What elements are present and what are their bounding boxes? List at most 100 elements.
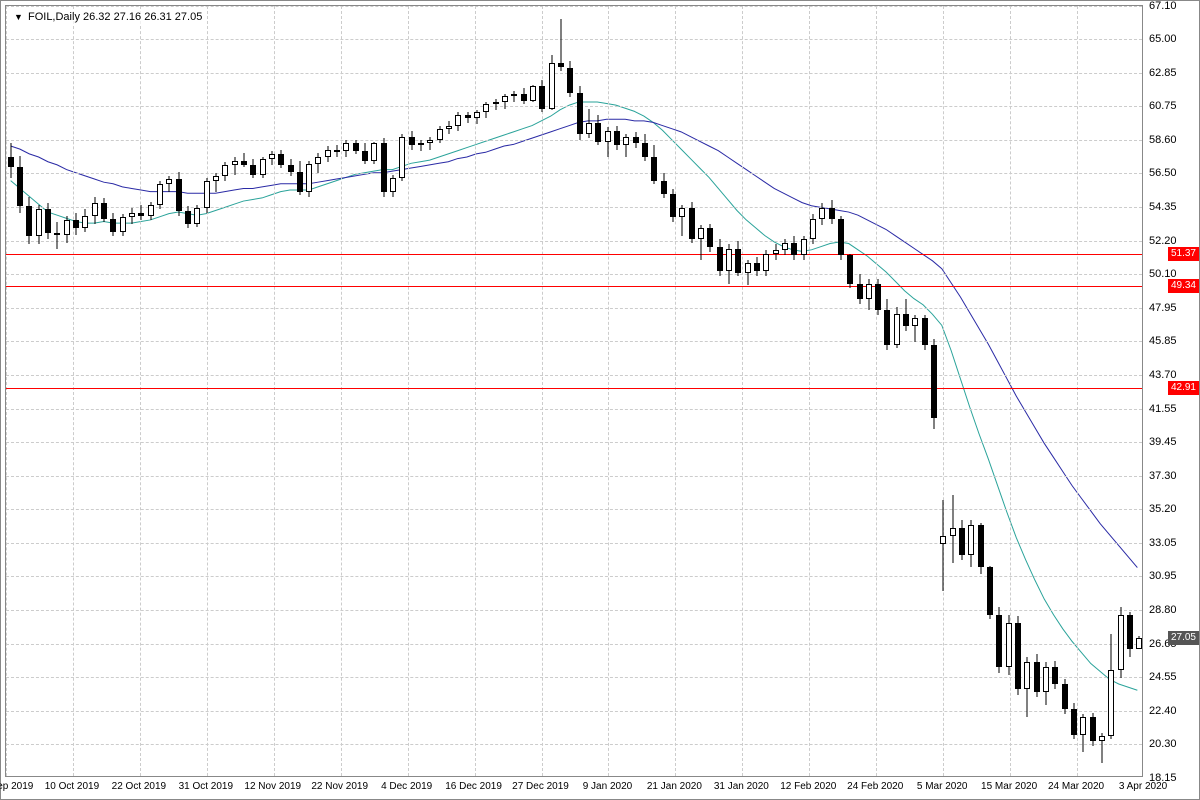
candle	[306, 6, 312, 777]
candle	[409, 6, 415, 777]
candle	[773, 6, 779, 777]
candle	[1090, 6, 1096, 777]
grid-line-v	[341, 6, 342, 776]
candle	[595, 6, 601, 777]
candle	[427, 6, 433, 777]
candle	[222, 6, 228, 777]
candle	[455, 6, 461, 777]
candle	[120, 6, 126, 777]
y-tick-label: 62.85	[1149, 67, 1177, 79]
candle	[651, 6, 657, 777]
candle	[36, 6, 42, 777]
x-tick-label: 31 Oct 2019	[179, 781, 233, 792]
candle	[689, 6, 695, 777]
candle	[325, 6, 331, 777]
candle	[474, 6, 480, 777]
x-tick-label: 27 Dec 2019	[512, 781, 569, 792]
y-tick-label: 43.70	[1149, 369, 1177, 381]
candle	[978, 6, 984, 777]
y-tick-label: 56.50	[1149, 167, 1177, 179]
y-tick-label: 20.30	[1149, 738, 1177, 750]
candle	[8, 6, 14, 777]
plot-area[interactable]: ▼ FOIL,Daily 26.32 27.16 26.31 27.05	[5, 5, 1143, 777]
x-tick-label: 22 Oct 2019	[112, 781, 166, 792]
candle	[987, 6, 993, 777]
candle	[138, 6, 144, 777]
candle	[17, 6, 23, 777]
y-tick-label: 30.95	[1149, 570, 1177, 582]
x-tick-label: 9 Jan 2020	[583, 781, 633, 792]
candle	[1034, 6, 1040, 777]
candle	[707, 6, 713, 777]
candle	[549, 6, 555, 777]
x-tick-label: 12 Feb 2020	[780, 781, 836, 792]
y-tick-label: 67.10	[1149, 0, 1177, 12]
candle	[418, 6, 424, 777]
candle	[1071, 6, 1077, 777]
symbol-label: FOIL,Daily	[28, 11, 80, 23]
candle	[26, 6, 32, 777]
x-tick-label: 22 Nov 2019	[311, 781, 368, 792]
candle	[735, 6, 741, 777]
candle	[129, 6, 135, 777]
candle	[940, 6, 946, 777]
candle	[92, 6, 98, 777]
candle	[614, 6, 620, 777]
candle	[194, 6, 200, 777]
x-tick-label: 30 Sep 2019	[0, 781, 33, 792]
candle	[185, 6, 191, 777]
ohlc-l: 26.31	[144, 11, 172, 23]
candle	[530, 6, 536, 777]
candle	[64, 6, 70, 777]
candle	[45, 6, 51, 777]
candle	[260, 6, 266, 777]
candle	[1024, 6, 1030, 777]
candle	[763, 6, 769, 777]
candle	[996, 6, 1002, 777]
candle	[446, 6, 452, 777]
candle	[278, 6, 284, 777]
y-tick-label: 37.30	[1149, 470, 1177, 482]
candle	[894, 6, 900, 777]
candle	[838, 6, 844, 777]
candle	[1062, 6, 1068, 777]
candle	[903, 6, 909, 777]
candle	[521, 6, 527, 777]
x-tick-label: 24 Mar 2020	[1048, 781, 1104, 792]
candle	[791, 6, 797, 777]
candle	[847, 6, 853, 777]
ohlc-c: 27.05	[175, 11, 203, 23]
y-tick-label: 41.55	[1149, 403, 1177, 415]
candle	[250, 6, 256, 777]
candle	[1006, 6, 1012, 777]
x-tick-label: 3 Apr 2020	[1119, 781, 1167, 792]
candle	[73, 6, 79, 777]
candle	[1015, 6, 1021, 777]
candle	[82, 6, 88, 777]
candle	[577, 6, 583, 777]
level-tag: 51.37	[1168, 247, 1199, 261]
candle	[166, 6, 172, 777]
candle	[1118, 6, 1124, 777]
grid-line-v	[1077, 6, 1078, 776]
candle	[1080, 6, 1086, 777]
candle	[232, 6, 238, 777]
y-tick-label: 22.40	[1149, 705, 1177, 717]
y-tick-label: 24.55	[1149, 671, 1177, 683]
x-tick-label: 21 Jan 2020	[647, 781, 702, 792]
candle	[567, 6, 573, 777]
candle	[670, 6, 676, 777]
candle	[745, 6, 751, 777]
dropdown-icon[interactable]: ▼	[14, 12, 23, 22]
x-tick-label: 10 Oct 2019	[45, 781, 99, 792]
candle	[959, 6, 965, 777]
candle	[717, 6, 723, 777]
y-tick-label: 39.45	[1149, 436, 1177, 448]
candle	[204, 6, 210, 777]
y-axis: 67.1065.0062.8560.7558.6056.5054.3552.20…	[1143, 5, 1199, 777]
candle	[884, 6, 890, 777]
level-tag: 42.91	[1168, 381, 1199, 395]
candle	[353, 6, 359, 777]
x-tick-label: 31 Jan 2020	[714, 781, 769, 792]
candle	[1127, 6, 1133, 777]
